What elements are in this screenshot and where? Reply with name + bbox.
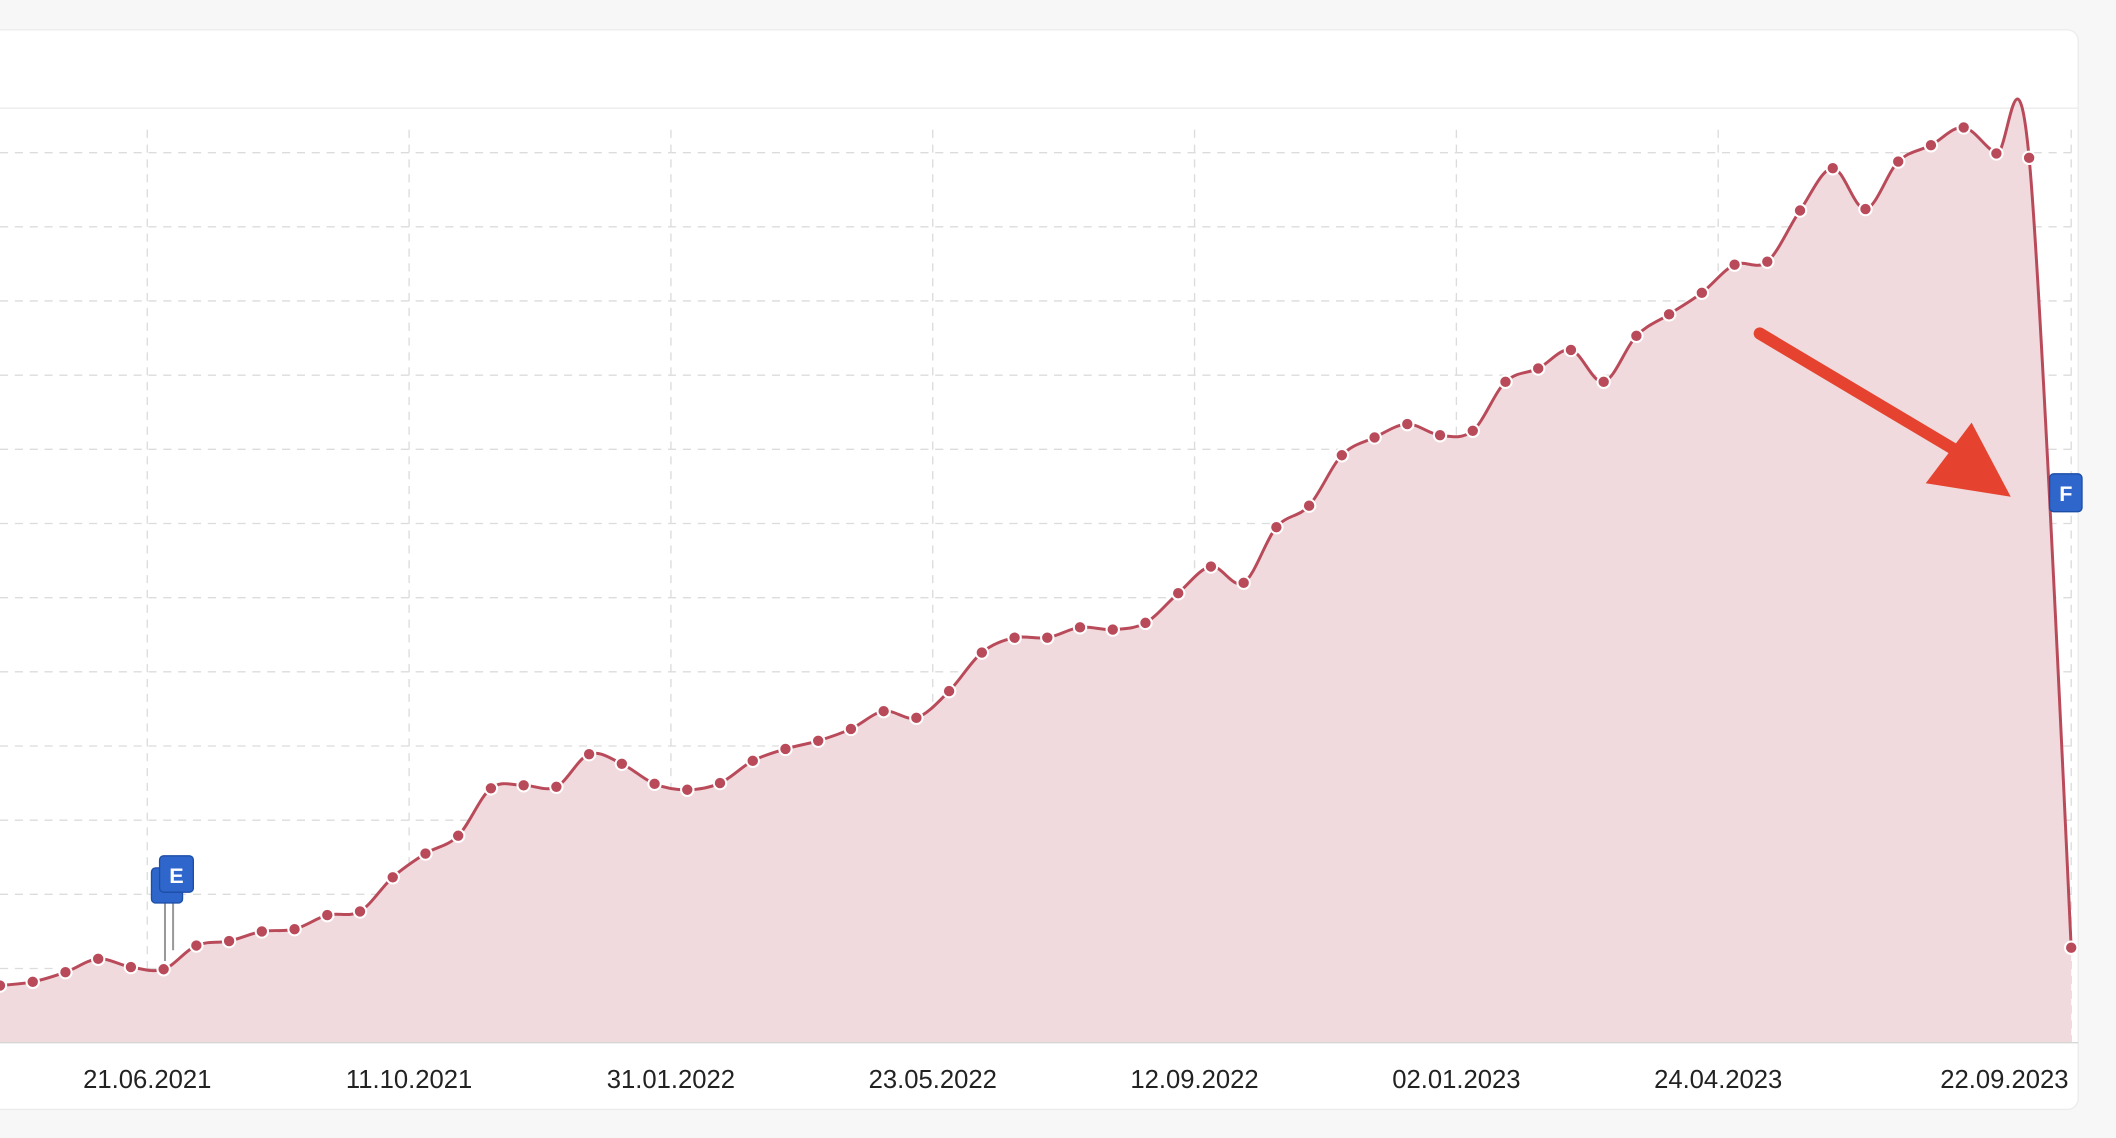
point bbox=[1269, 519, 1284, 535]
x-tick-label: 31.01.2022 bbox=[607, 1066, 735, 1094]
point bbox=[450, 828, 466, 843]
x-tick-label: 12.09.2022 bbox=[1130, 1066, 1258, 1094]
flag: E bbox=[150, 855, 195, 962]
point bbox=[1007, 630, 1022, 645]
area bbox=[0, 98, 2072, 1043]
arrow-head bbox=[1925, 422, 2011, 497]
point bbox=[287, 921, 302, 937]
point bbox=[352, 904, 368, 919]
arrow-shaft bbox=[1753, 327, 1970, 462]
point bbox=[1923, 138, 1939, 153]
point bbox=[1334, 448, 1350, 463]
point bbox=[483, 781, 499, 796]
point bbox=[25, 974, 40, 990]
point bbox=[1530, 361, 1546, 376]
point bbox=[1890, 154, 1906, 169]
point bbox=[320, 907, 335, 923]
point bbox=[156, 962, 171, 977]
flag-box bbox=[2048, 473, 2083, 513]
point bbox=[1170, 585, 1186, 601]
point bbox=[221, 933, 237, 949]
point bbox=[123, 959, 139, 975]
point bbox=[1138, 615, 1153, 631]
flag-box bbox=[158, 855, 195, 893]
point bbox=[2021, 150, 2037, 166]
point bbox=[581, 746, 597, 762]
point bbox=[974, 645, 990, 660]
point bbox=[909, 710, 924, 726]
point bbox=[1465, 423, 1480, 439]
point bbox=[385, 870, 400, 885]
point bbox=[1105, 622, 1120, 637]
point bbox=[810, 733, 826, 749]
point bbox=[1792, 203, 1808, 218]
point bbox=[1498, 374, 1513, 390]
x-tick-label: 21.06.2021 bbox=[83, 1066, 211, 1094]
point bbox=[1989, 146, 2004, 161]
point bbox=[189, 938, 204, 953]
point bbox=[1760, 254, 1775, 269]
point bbox=[1203, 559, 1219, 574]
x-axis-labels: 21.06.2021 11.10.2021 31.01.2022 23.05.2022… bbox=[83, 1066, 2068, 1094]
point bbox=[1727, 257, 1742, 272]
point bbox=[876, 703, 891, 719]
point bbox=[1400, 416, 1415, 432]
point bbox=[90, 951, 106, 967]
point bbox=[1694, 285, 1710, 301]
point bbox=[516, 778, 531, 793]
plot bbox=[0, 97, 2079, 1043]
flags: EF bbox=[150, 473, 2083, 962]
flag-label: E bbox=[169, 863, 183, 888]
point bbox=[647, 776, 662, 792]
point bbox=[712, 775, 728, 791]
x-tick-label: 11.10.2021 bbox=[346, 1066, 472, 1094]
x-tick-label: 24.04.2023 bbox=[1654, 1066, 1782, 1094]
point bbox=[549, 779, 564, 795]
point bbox=[1367, 430, 1382, 445]
point bbox=[418, 846, 433, 861]
point bbox=[1858, 201, 1873, 217]
point bbox=[254, 924, 270, 939]
point bbox=[1301, 498, 1317, 513]
flag-label: F bbox=[2059, 481, 2072, 506]
x-tick-label: 23.05.2022 bbox=[869, 1066, 997, 1094]
point bbox=[941, 683, 957, 699]
point bbox=[680, 782, 695, 797]
point bbox=[1825, 161, 1840, 176]
point bbox=[2063, 940, 2079, 955]
point bbox=[1661, 307, 1677, 322]
arrow bbox=[1753, 327, 2011, 497]
point bbox=[778, 741, 793, 757]
point bbox=[58, 964, 73, 980]
point bbox=[614, 756, 630, 772]
point bbox=[1040, 630, 1055, 645]
point bbox=[0, 978, 8, 993]
point bbox=[843, 721, 859, 737]
flag: F bbox=[2048, 473, 2083, 513]
point bbox=[1432, 428, 1448, 443]
point bbox=[1236, 575, 1251, 591]
x-tick-label: 22.09.2023 bbox=[1940, 1066, 2068, 1094]
point bbox=[1072, 620, 1088, 635]
point bbox=[1596, 374, 1611, 390]
x-tick-label: 02.01.2023 bbox=[1392, 1066, 1520, 1094]
point bbox=[1563, 342, 1579, 358]
point bbox=[745, 753, 760, 769]
point bbox=[1629, 328, 1644, 344]
point bbox=[1956, 120, 1971, 135]
